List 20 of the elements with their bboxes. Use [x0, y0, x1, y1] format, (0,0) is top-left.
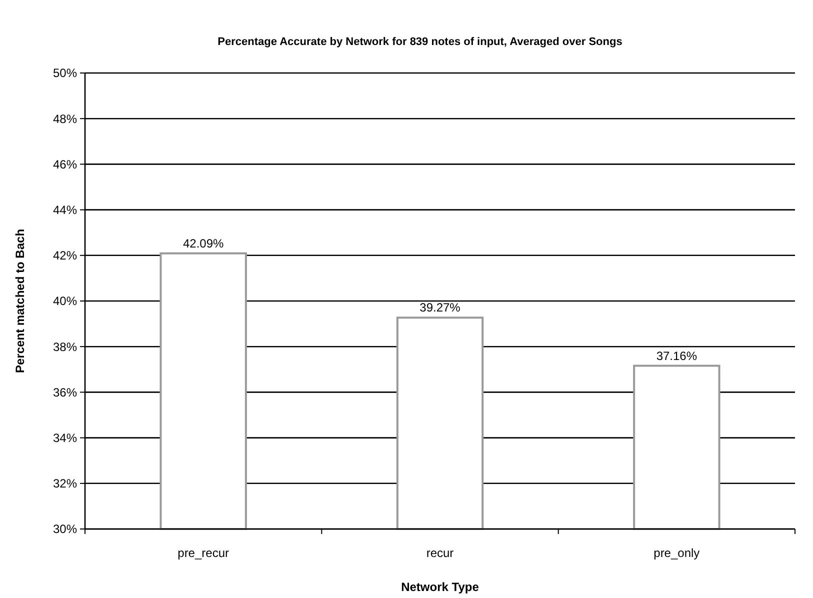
data-label: 39.27%	[420, 300, 461, 315]
x-tick-label: pre_only	[654, 546, 700, 560]
y-tick-label: 44%	[52, 203, 78, 217]
y-axis-title: Percent matched to Bach	[13, 228, 27, 374]
y-tick-label: 40%	[52, 294, 78, 308]
y-tick-label: 48%	[52, 112, 78, 126]
y-tick-label: 46%	[52, 157, 78, 172]
data-label: 42.09%	[182, 236, 224, 250]
data-label: 37.16%	[656, 348, 698, 363]
x-tick-label: pre_recur	[178, 546, 230, 560]
x-axis-title: Network Type	[401, 580, 480, 594]
y-tick-label: 50%	[52, 66, 78, 80]
y-tick-label: 36%	[52, 385, 78, 400]
y-tick-label: 38%	[52, 340, 78, 354]
chart-title: Percentage Accurate by Network for 839 notes of input, Averaged over Songs	[218, 36, 622, 48]
y-tick-label: 34%	[52, 431, 78, 445]
x-tick-label: recur	[426, 546, 454, 560]
y-tick-label: 30%	[52, 522, 78, 536]
y-tick-label: 32%	[52, 476, 78, 491]
y-tick-label: 42%	[52, 248, 78, 263]
